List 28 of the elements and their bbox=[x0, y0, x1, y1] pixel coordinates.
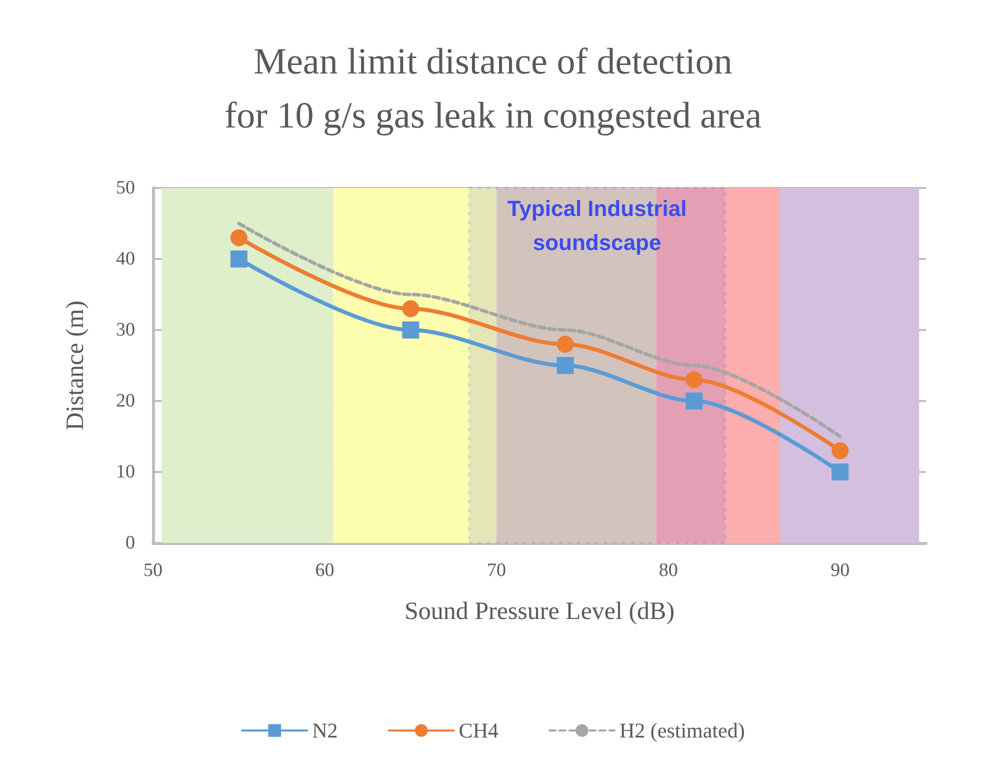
point bbox=[556, 357, 574, 374]
x-tick-label: 80 bbox=[658, 560, 678, 581]
y-tick-label: 20 bbox=[116, 390, 135, 412]
x-tick-label: 90 bbox=[830, 560, 850, 581]
band-label: Typical Industrial soundscape bbox=[507, 196, 687, 255]
x-tick-label: 50 bbox=[144, 560, 162, 581]
legend-label: N2 bbox=[312, 718, 338, 742]
y-axis-title: Distance (m) bbox=[62, 300, 89, 430]
point bbox=[230, 229, 248, 246]
y-tick-label: 10 bbox=[116, 462, 135, 482]
point bbox=[686, 392, 703, 410]
x-tick-label: 60 bbox=[315, 560, 334, 581]
y-tick-label: 30 bbox=[116, 320, 135, 340]
point bbox=[832, 464, 849, 480]
point bbox=[556, 336, 574, 353]
chart-title: Mean limit distance of detection for 10 g/s gas leak in congested area bbox=[224, 42, 762, 136]
point bbox=[402, 322, 420, 338]
legend-label: CH4 bbox=[458, 718, 499, 742]
x-axis-title: Sound Pressure Level (dB) bbox=[404, 598, 675, 625]
point bbox=[686, 371, 703, 388]
y-tick-label: 50 bbox=[116, 178, 135, 198]
legend-label: H2 (estimated) bbox=[619, 718, 745, 742]
point bbox=[402, 300, 420, 318]
y-tick-label: 0 bbox=[126, 532, 135, 554]
x-tick-label: 70 bbox=[487, 560, 506, 581]
point bbox=[832, 442, 849, 460]
y-tick-label: 40 bbox=[116, 248, 135, 270]
point bbox=[230, 250, 248, 268]
